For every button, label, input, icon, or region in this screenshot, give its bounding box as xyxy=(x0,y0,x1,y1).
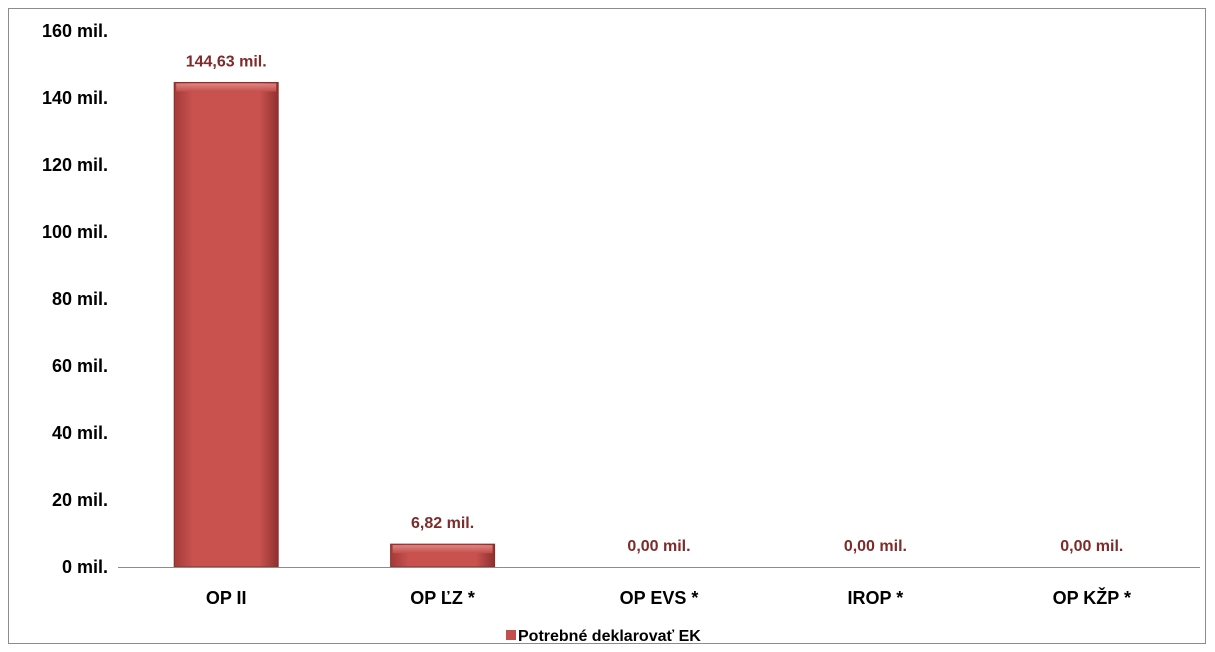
x-category-label: OP ĽZ * xyxy=(410,588,475,608)
y-tick-label: 20 mil. xyxy=(52,490,108,510)
x-axis-category-labels: OP II OP ĽZ * OP EVS * IROP * OP KŽP * xyxy=(206,587,1131,608)
bar-highlight xyxy=(176,83,277,92)
x-category-label: OP EVS * xyxy=(620,588,699,608)
y-tick-label: 40 mil. xyxy=(52,423,108,443)
x-category-label: OP KŽP * xyxy=(1053,587,1131,608)
y-tick-label: 120 mil. xyxy=(42,155,108,175)
x-category-label: OP II xyxy=(206,588,247,608)
bar xyxy=(173,81,279,568)
data-label: 0,00 mil. xyxy=(844,538,907,555)
y-tick-label: 80 mil. xyxy=(52,289,108,309)
data-label: 6,82 mil. xyxy=(411,515,474,532)
y-tick-label: 140 mil. xyxy=(42,88,108,108)
legend: Potrebné deklarovať EK xyxy=(506,628,701,645)
y-tick-label: 60 mil. xyxy=(52,356,108,376)
bar-highlight xyxy=(392,545,493,554)
data-labels: 144,63 mil. 6,82 mil. 0,00 mil. 0,00 mil. 0,… xyxy=(186,53,1124,555)
y-tick-label: 0 mil. xyxy=(62,557,108,577)
data-label: 0,00 mil. xyxy=(1060,538,1123,555)
y-tick-label: 100 mil. xyxy=(42,222,108,242)
data-label: 144,63 mil. xyxy=(186,53,267,70)
bars xyxy=(173,81,496,568)
legend-swatch xyxy=(506,630,516,640)
x-category-label: IROP * xyxy=(848,588,904,608)
y-axis-ticks: 0 mil. 20 mil. 40 mil. 60 mil. 80 mil. 100 mi… xyxy=(42,21,108,577)
legend-label: Potrebné deklarovať EK xyxy=(518,628,701,645)
data-label: 0,00 mil. xyxy=(627,538,690,555)
y-tick-label: 160 mil. xyxy=(42,21,108,41)
